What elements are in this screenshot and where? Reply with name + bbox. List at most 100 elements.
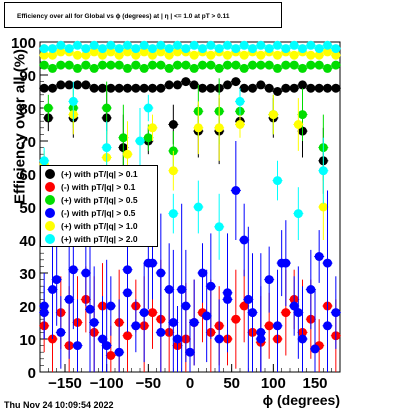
series-5-point [223,40,232,50]
series-2-point [198,60,207,70]
legend-marker-icon [45,234,55,244]
x-tick-label: 0 [186,375,194,392]
extra-yellow-point [268,110,278,120]
series-4-point [239,50,249,60]
series-5-point [331,44,341,54]
y-tick-label: 40 [19,233,36,250]
series-5-point [164,44,174,54]
series-2-point [114,60,124,70]
series-5-point [206,40,216,50]
extra-yellow-point [318,202,328,212]
legend-item: (-) with pT/|q| > 0.1 [45,181,135,193]
series-5-point [214,44,224,54]
series-0-point [98,83,107,93]
legend-item: (+) with pT/|q| > 2.0 [45,233,138,245]
legend-label: (+) with pT/|q| > 0.5 [61,195,138,205]
series-0-point [123,83,132,93]
series-5-point [189,40,199,50]
series-4-point [189,50,199,60]
series-2-point [89,63,99,73]
series-3-point [64,294,74,304]
series-4-point [173,47,182,57]
series-5-point [198,44,207,54]
extra-blue-point [310,344,320,354]
extra-blue-point [293,308,303,318]
series-0-point [314,83,324,93]
series-0-point [281,83,291,93]
x-axis-label: ϕ (degrees) [262,392,340,408]
series-2-point [214,63,224,73]
series-1-point [231,314,241,324]
series-4-point [148,50,157,60]
extra-yellow-point [168,166,178,176]
series-1-point [239,301,249,311]
extra-cyan-point [293,209,303,219]
series-5-point [306,40,316,50]
series-2-point [106,60,116,70]
series-3-point [73,341,82,351]
series-0-point [256,80,266,90]
series-0-point [273,87,282,96]
series-5-point [181,44,191,54]
y-tick-label: 0 [28,365,36,382]
series-2-point [323,63,332,73]
legend-marker-icon [45,195,55,205]
y-axis-label: Efficiency over all (%) [11,48,29,205]
extra-blue-point [102,341,112,351]
series-4-point [48,50,57,60]
series-4-point [331,50,341,60]
series-0-point [189,80,199,90]
extra-yellow-point [293,120,303,129]
extra-cyan-point [235,96,245,106]
x-tick-label: 50 [223,375,240,392]
series-4-point [106,47,116,57]
series-3-point [181,301,191,311]
series-0-point [181,77,191,87]
extra-yellow-point [235,120,245,129]
extra-green-point [143,133,153,143]
timestamp: Thu Nov 24 10:09:54 2022 [4,400,114,410]
series-0-point [331,83,341,93]
series-4-point [131,50,141,60]
series-5-point [73,40,82,50]
series-0-point [289,83,299,93]
y-tick-label: 10 [19,332,36,349]
legend-marker-icon [45,182,55,192]
series-0-point [148,83,157,93]
legend-label: (+) with pT/|q| > 2.0 [61,234,138,244]
series-4-point [306,50,316,60]
series-2-point [231,60,241,70]
series-0-point [239,83,249,93]
series-5-point [48,44,57,54]
series-3-point [139,308,149,318]
y-tick-label: 90 [19,68,36,85]
extra-blue-point [39,301,49,311]
series-5-point [281,44,291,54]
series-2-point [164,63,174,73]
legend: (+) with pT/|q| > 0.1 (-) with pT/|q| > … [40,165,158,247]
series-4-point [156,47,166,57]
series-3-point [98,334,107,344]
series-2-point [306,60,316,70]
series-2-point [73,63,82,73]
legend-marker-icon [45,221,55,231]
series-0-point [164,80,174,90]
extra-blue-point [177,285,187,294]
extra-blue-point [156,268,166,278]
x-tick-label: −150 [48,375,82,392]
series-3-point [306,285,316,294]
series-2-point [223,60,232,70]
series-2-point [98,60,107,70]
series-2-point [156,60,166,70]
legend-item: (-) with pT/|q| > 0.5 [45,207,135,219]
extra-cyan-point [68,96,78,106]
legend-marker-icon [45,208,55,218]
series-4-point [56,47,66,57]
series-2-point [148,60,157,70]
legend-item: (+) with pT/|q| > 0.1 [45,168,138,180]
series-2-point [264,60,274,70]
series-0-point [56,80,66,90]
series-5-point [264,44,274,54]
series-5-point [173,40,182,50]
extra-cyan-point [168,209,178,219]
